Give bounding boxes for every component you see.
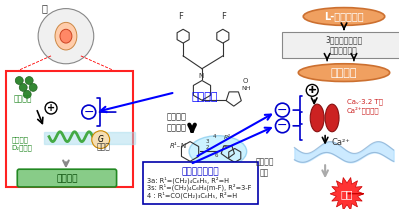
- FancyBboxPatch shape: [282, 32, 400, 58]
- Circle shape: [29, 83, 37, 91]
- Text: 痛み受容
神経: 痛み受容 神経: [255, 157, 274, 177]
- Text: 脳: 脳: [41, 4, 47, 13]
- Text: G: G: [98, 135, 104, 144]
- Circle shape: [23, 90, 31, 98]
- Text: 3: 3: [206, 139, 210, 144]
- Text: N: N: [180, 143, 185, 148]
- Circle shape: [45, 102, 57, 114]
- Text: 痛み: 痛み: [341, 189, 353, 199]
- Text: Ca²⁺: Ca²⁺: [331, 138, 350, 147]
- FancyBboxPatch shape: [6, 71, 134, 187]
- Text: R²: R²: [224, 135, 231, 140]
- Text: 3s: R¹=(CH₂)₄C₆H₄(m-F), R²=3-F: 3s: R¹=(CH₂)₄C₆H₄(m-F), R²=3-F: [147, 184, 252, 192]
- Ellipse shape: [298, 64, 390, 81]
- Text: R¹–: R¹–: [170, 143, 181, 148]
- Text: 4 : R¹=CO(CH₂)₃C₆H₅, R²=H: 4 : R¹=CO(CH₂)₃C₆H₅, R²=H: [147, 192, 238, 199]
- Text: 3a: R¹=(CH₂)₄C₆H₅, R²=H: 3a: R¹=(CH₂)₄C₆H₅, R²=H: [147, 176, 229, 184]
- Circle shape: [82, 105, 96, 119]
- Ellipse shape: [189, 136, 247, 167]
- Circle shape: [15, 77, 23, 84]
- Text: 運動調節: 運動調節: [56, 175, 78, 184]
- Text: 2: 2: [206, 146, 210, 151]
- Ellipse shape: [55, 22, 77, 50]
- Text: 構造活性
相関研究: 構造活性 相関研究: [166, 112, 186, 132]
- Text: +: +: [308, 85, 317, 95]
- Circle shape: [38, 9, 94, 64]
- Text: NH: NH: [242, 86, 251, 91]
- Ellipse shape: [310, 104, 324, 132]
- Text: F: F: [221, 12, 226, 21]
- Text: +: +: [308, 85, 316, 95]
- Text: O: O: [243, 79, 248, 84]
- Circle shape: [92, 131, 110, 148]
- Text: −: −: [277, 119, 288, 132]
- Text: −: −: [277, 104, 288, 117]
- Ellipse shape: [60, 29, 72, 43]
- Text: ドパミン: ドパミン: [13, 94, 32, 103]
- Text: 5: 5: [224, 146, 227, 151]
- Text: F: F: [178, 12, 183, 21]
- Text: 4: 4: [213, 134, 216, 139]
- Text: 3種類の硫化水素
合成酵素経路: 3種類の硫化水素 合成酵素経路: [325, 35, 363, 55]
- Text: +: +: [47, 103, 55, 113]
- Text: ドパミン
D₂受容体: ドパミン D₂受容体: [11, 136, 32, 151]
- FancyBboxPatch shape: [17, 169, 116, 187]
- Circle shape: [19, 83, 27, 91]
- Ellipse shape: [303, 8, 385, 25]
- Circle shape: [276, 103, 289, 117]
- Ellipse shape: [325, 104, 339, 132]
- Bar: [44, 132, 136, 144]
- Text: ピモジド誘導体: ピモジド誘導体: [181, 167, 219, 176]
- Polygon shape: [330, 177, 364, 210]
- FancyBboxPatch shape: [143, 162, 258, 204]
- Text: N: N: [198, 73, 203, 79]
- Text: 組条体: 組条体: [97, 143, 110, 151]
- Text: −: −: [84, 106, 94, 119]
- Circle shape: [25, 77, 33, 84]
- Text: Caᵥ·3.2 T型
Ca²⁺チャネル: Caᵥ·3.2 T型 Ca²⁺チャネル: [347, 98, 383, 114]
- Text: 6: 6: [215, 153, 218, 158]
- Text: L-システイン: L-システイン: [324, 12, 364, 21]
- Circle shape: [276, 119, 289, 133]
- Circle shape: [306, 84, 318, 96]
- Text: 硫化水素: 硫化水素: [331, 68, 357, 78]
- Text: ピモジド: ピモジド: [192, 92, 218, 102]
